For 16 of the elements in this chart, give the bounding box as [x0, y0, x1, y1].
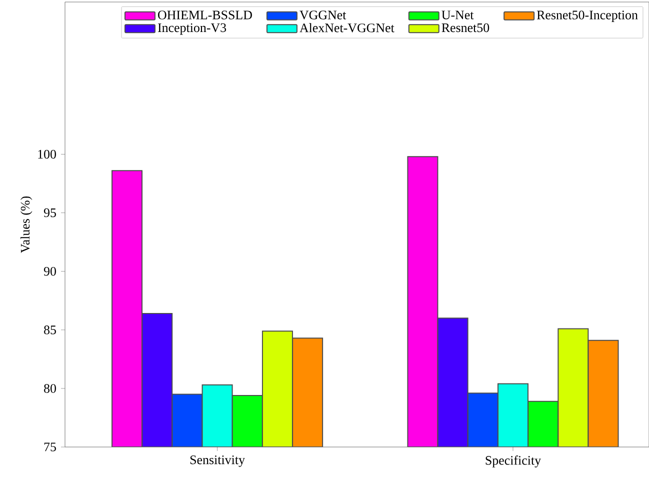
y-tick-label: 95 [44, 208, 56, 218]
y-tick-label: 75 [44, 442, 56, 452]
y-tick-label: 90 [44, 266, 56, 276]
legend-label: OHIEML-BSSLD [158, 10, 252, 20]
legend-label: VGGNet [300, 10, 346, 20]
legend-label: Inception-V3 [158, 23, 226, 35]
y-tick-label: 100 [38, 150, 56, 159]
legend-label: Resnet50-Inception [536, 10, 638, 22]
legend-label: AlexNet-VGGNet [300, 23, 394, 32]
legend-label: U-Net [442, 10, 474, 20]
y-tick-label: 80 [44, 384, 56, 393]
x-tick-label: Specificity [486, 456, 541, 468]
legend-label: Resnet50 [442, 23, 490, 32]
y-tick-label: 85 [44, 326, 56, 334]
x-tick-label: Sensitivity [190, 456, 245, 467]
y-axis-title: Values (%) [20, 196, 32, 253]
